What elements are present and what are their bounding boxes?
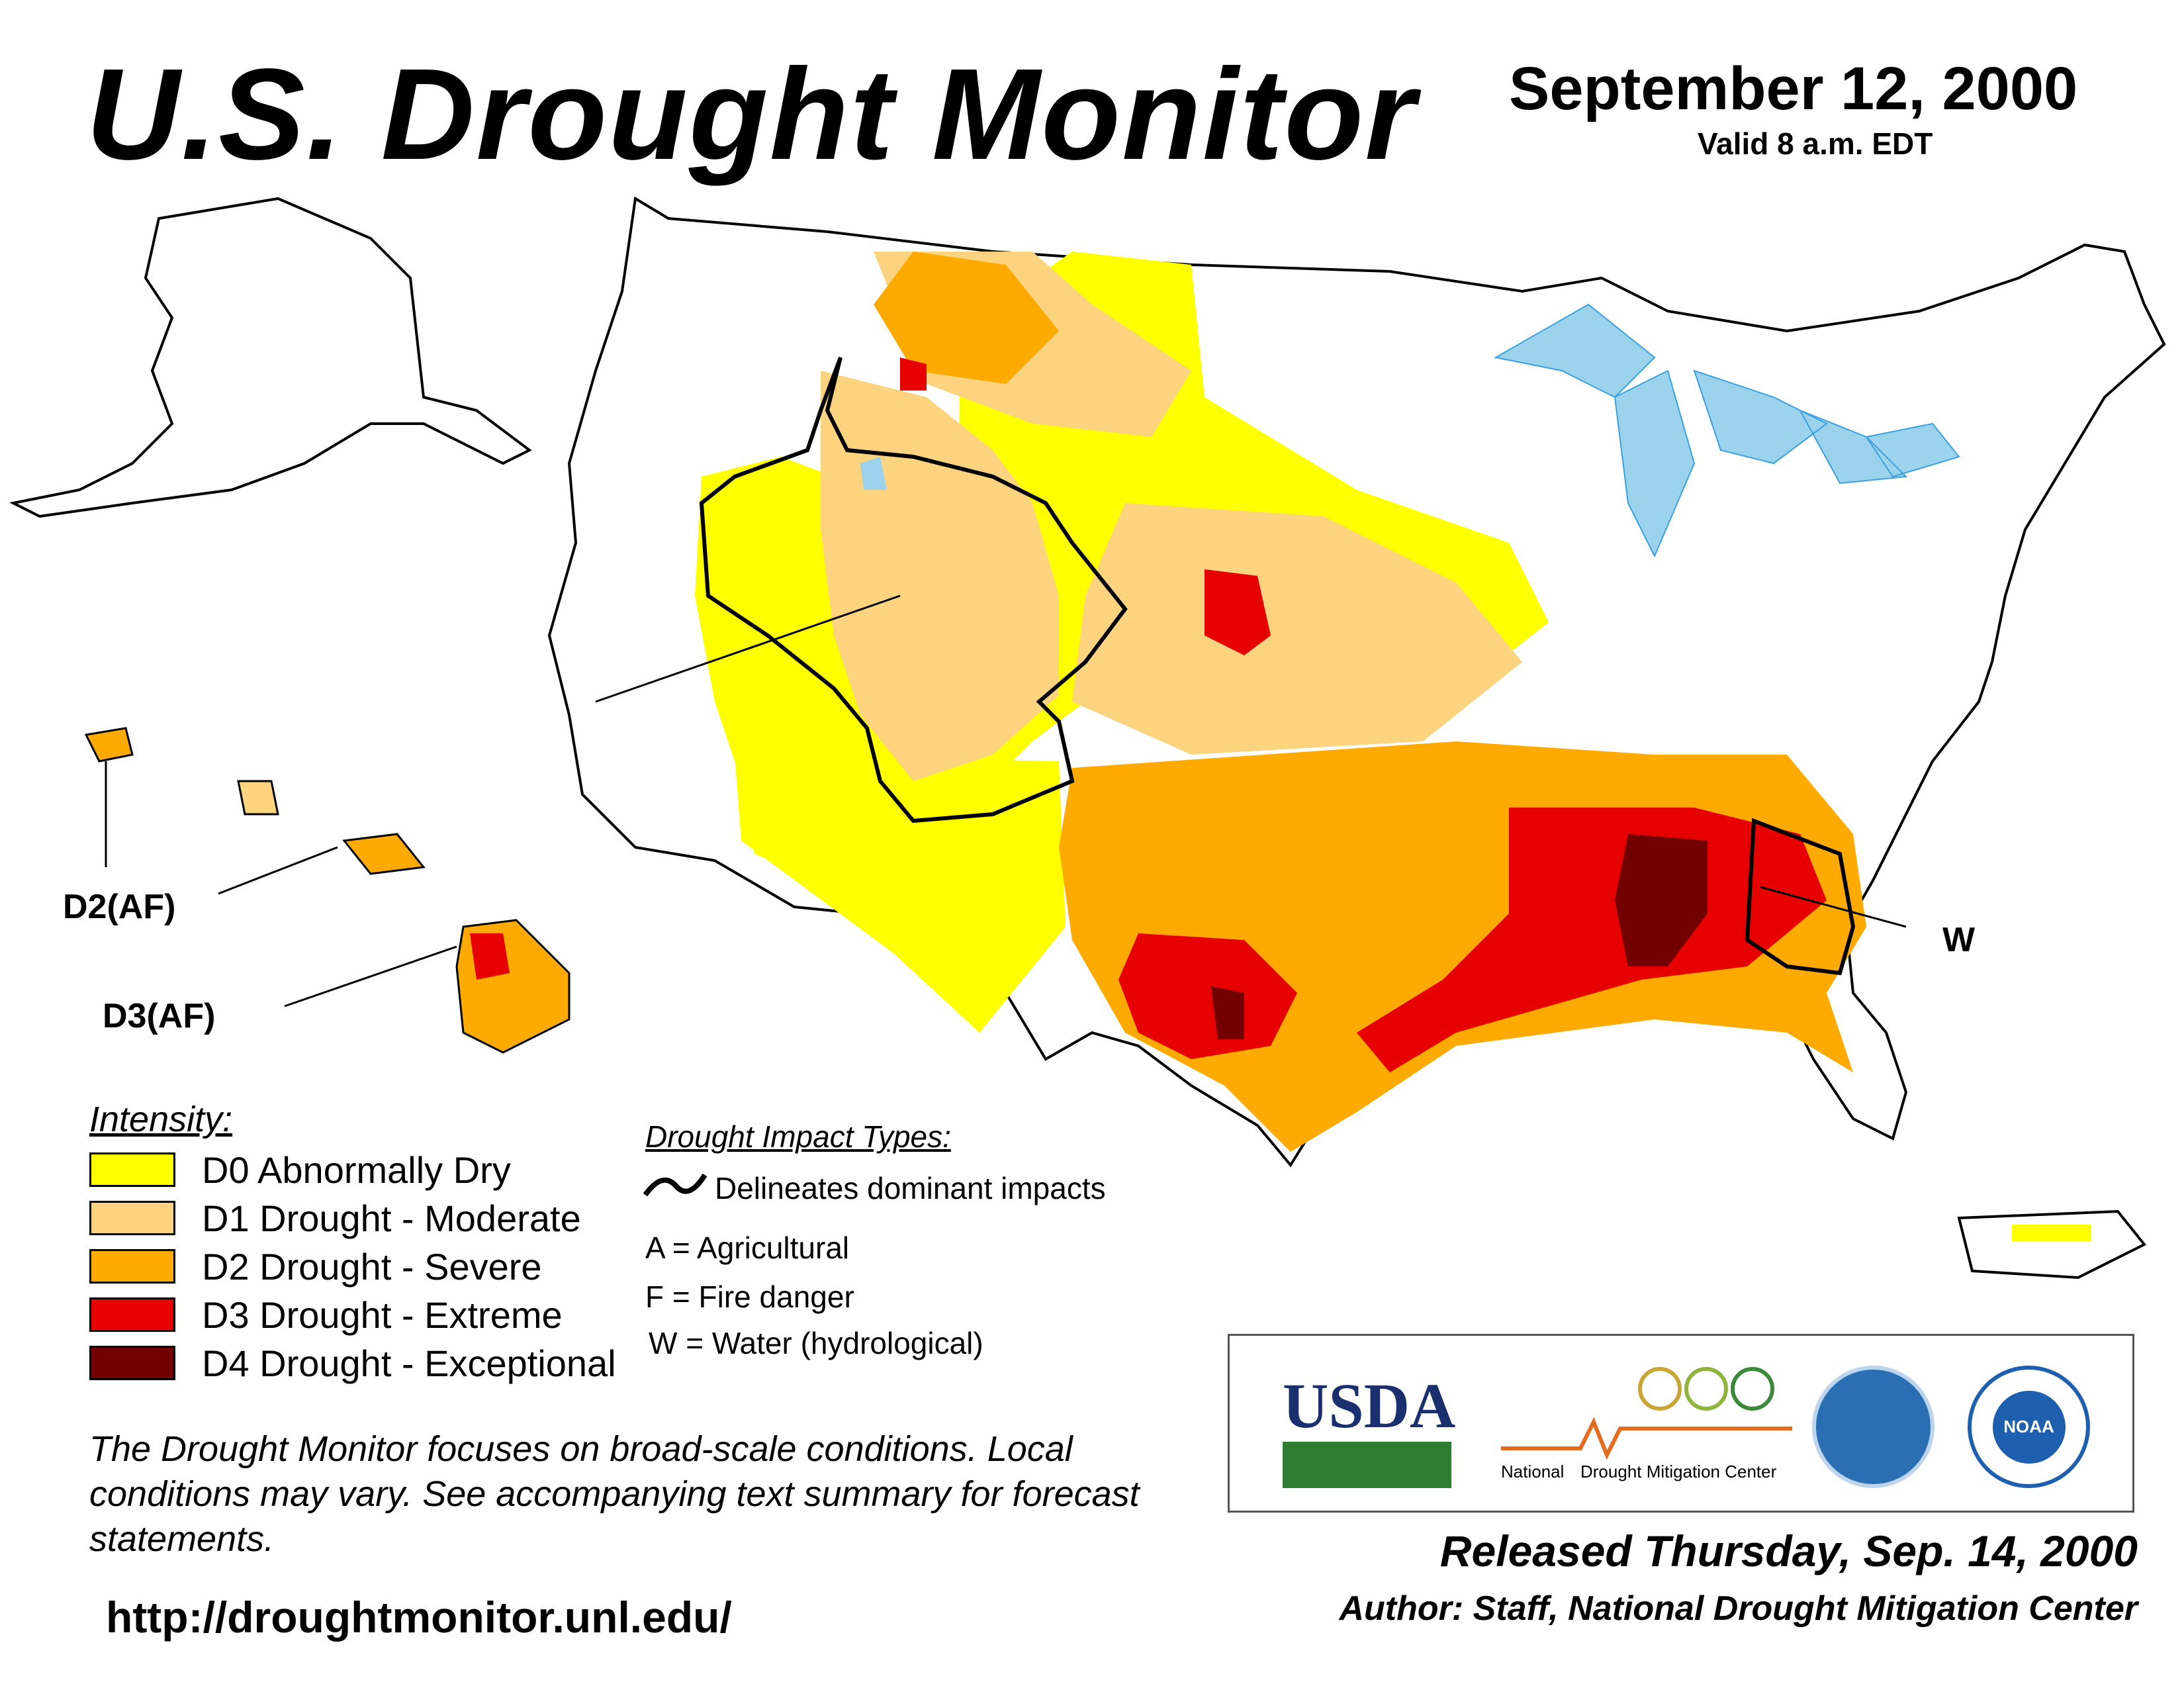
impact-water: W = Water (hydrological) — [649, 1326, 983, 1360]
label-w: W — [1942, 921, 1976, 959]
impact-boundary-west — [699, 356, 1128, 823]
hawaii-big-island-d3 — [470, 933, 510, 980]
legend-label: D4 Drought - Exceptional — [202, 1342, 616, 1384]
pointer-line-east — [1760, 886, 1907, 928]
legend-swatch — [89, 1297, 175, 1332]
impact-agricultural: A = Agricultural — [645, 1231, 850, 1265]
commerce-seal-icon — [1812, 1366, 1934, 1488]
hawaii-oahu — [237, 780, 279, 816]
d3-texas — [1118, 933, 1297, 1059]
legend-label: D0 Abnormally Dry — [202, 1149, 511, 1191]
d3-south — [1357, 808, 1827, 1072]
ndmc-name-left: National — [1501, 1462, 1565, 1481]
impact-types-title: Drought Impact Types: — [645, 1119, 951, 1154]
noaa-logo-icon: NOAA — [1968, 1366, 2090, 1488]
page-title: U.S. Drought Monitor — [86, 42, 1417, 187]
intensity-title: Intensity: — [89, 1100, 233, 1139]
hawaii-maui — [342, 833, 426, 875]
legend-swatch — [89, 1201, 175, 1235]
disclaimer-note: The Drought Monitor focuses on broad-sca… — [89, 1429, 1140, 1559]
legend-swatch — [89, 1249, 175, 1284]
d4-south — [1615, 834, 1707, 966]
noaa-logo-text: NOAA — [1992, 1390, 2066, 1464]
label-d3af: D3(AF) — [103, 997, 216, 1035]
monitor-url[interactable]: http://droughtmonitor.unl.edu/ — [106, 1593, 732, 1642]
alaska-outline — [9, 197, 532, 518]
legend-swatch — [89, 1152, 175, 1187]
pointer-d3af — [284, 945, 457, 1008]
hawaii-kauai — [84, 727, 134, 763]
ndmc-logo-icon — [1501, 1367, 1792, 1460]
puerto-rico-d0 — [2012, 1225, 2091, 1241]
d4-texas — [1211, 986, 1244, 1039]
legend-label: D2 Drought - Severe — [202, 1245, 542, 1288]
ndmc-name-right: Drought Mitigation Center — [1580, 1462, 1777, 1481]
d3-nebraska — [1205, 569, 1271, 655]
partner-logos: USDA National Drought Mitigation Center … — [1228, 1334, 2134, 1513]
delineates-glyph — [643, 1173, 707, 1197]
released-date: Released Thursday, Sep. 14, 2000 — [1439, 1526, 2138, 1575]
legend-item-d1: D1 Drought - Moderate — [89, 1197, 581, 1239]
d1-plains — [1072, 503, 1522, 755]
impact-delineates: Delineates dominant impacts — [715, 1171, 1106, 1205]
legend-item-d2: D2 Drought - Severe — [89, 1245, 542, 1288]
great-salt-lake — [860, 457, 887, 490]
pointer-d2af-b — [218, 846, 338, 895]
legend-item-d4: D4 Drought - Exceptional — [89, 1342, 616, 1384]
impact-boundary-south — [1745, 818, 1856, 976]
usda-field-icon — [1283, 1442, 1451, 1488]
d3-montana — [900, 357, 927, 391]
d0-southwest — [735, 755, 1066, 1033]
legend-item-d0: D0 Abnormally Dry — [89, 1149, 511, 1191]
valid-time: Valid 8 a.m. EDT — [1698, 126, 1933, 161]
legend-label: D3 Drought - Extreme — [202, 1293, 563, 1336]
d2-north — [874, 252, 1059, 384]
impact-fire: F = Fire danger — [645, 1280, 854, 1314]
label-d2af: D2(AF) — [63, 888, 176, 926]
map-date: September 12, 2000 — [1509, 55, 2078, 122]
usda-logo: USDA — [1283, 1370, 1456, 1441]
great-lakes — [1494, 303, 1960, 558]
puerto-rico-outline — [1957, 1209, 2147, 1280]
legend-label: D1 Drought - Moderate — [202, 1197, 581, 1239]
legend-item-d3: D3 Drought - Extreme — [89, 1293, 563, 1336]
legend-swatch — [89, 1346, 175, 1380]
author-line: Author: Staff, National Drought Mitigati… — [1339, 1589, 2138, 1628]
pointer-line-west — [595, 594, 901, 703]
